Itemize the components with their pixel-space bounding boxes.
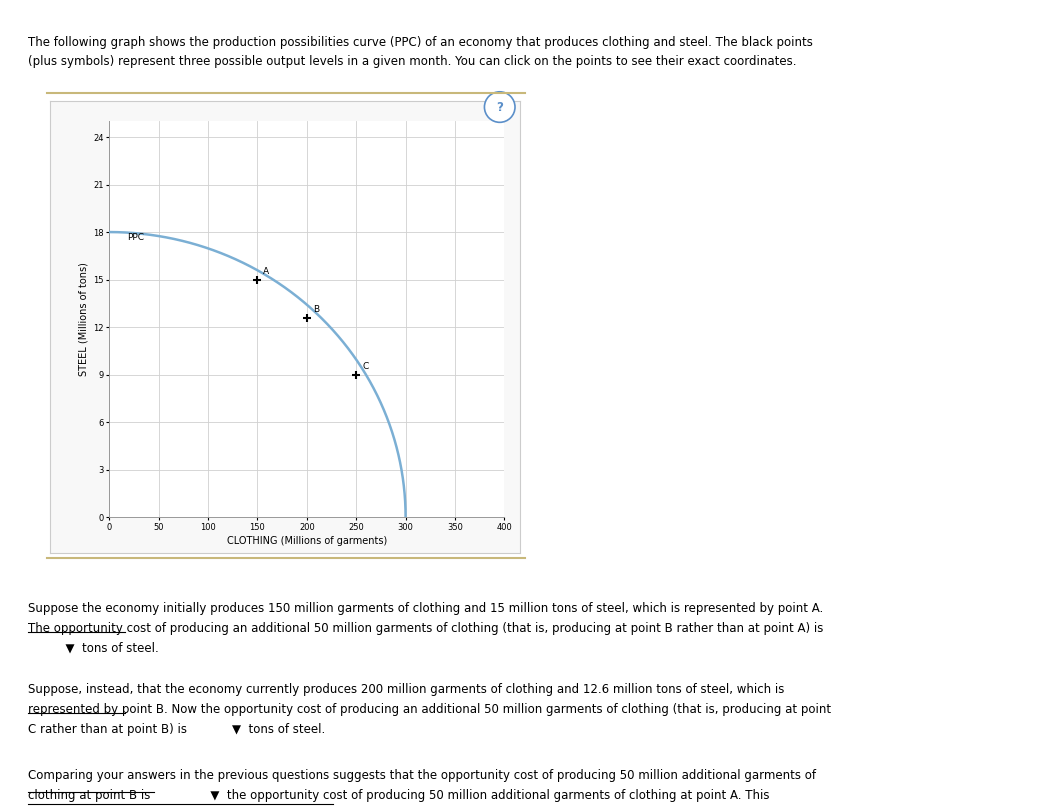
Text: PPC: PPC [127,233,144,242]
Text: Suppose, instead, that the economy currently produces 200 million garments of cl: Suppose, instead, that the economy curre… [28,683,831,736]
Text: Comparing your answers in the previous questions suggests that the opportunity c: Comparing your answers in the previous q… [28,769,816,808]
Text: Suppose the economy initially produces 150 million garments of clothing and 15 m: Suppose the economy initially produces 1… [28,602,824,655]
Text: B: B [313,305,319,314]
X-axis label: CLOTHING (Millions of garments): CLOTHING (Millions of garments) [227,536,387,546]
Text: A: A [263,267,269,276]
Text: C: C [362,362,368,371]
Text: The following graph shows the production possibilities curve (PPC) of an economy: The following graph shows the production… [28,36,813,69]
Circle shape [485,92,515,122]
Text: ?: ? [496,100,503,114]
Y-axis label: STEEL (Millions of tons): STEEL (Millions of tons) [79,263,88,376]
